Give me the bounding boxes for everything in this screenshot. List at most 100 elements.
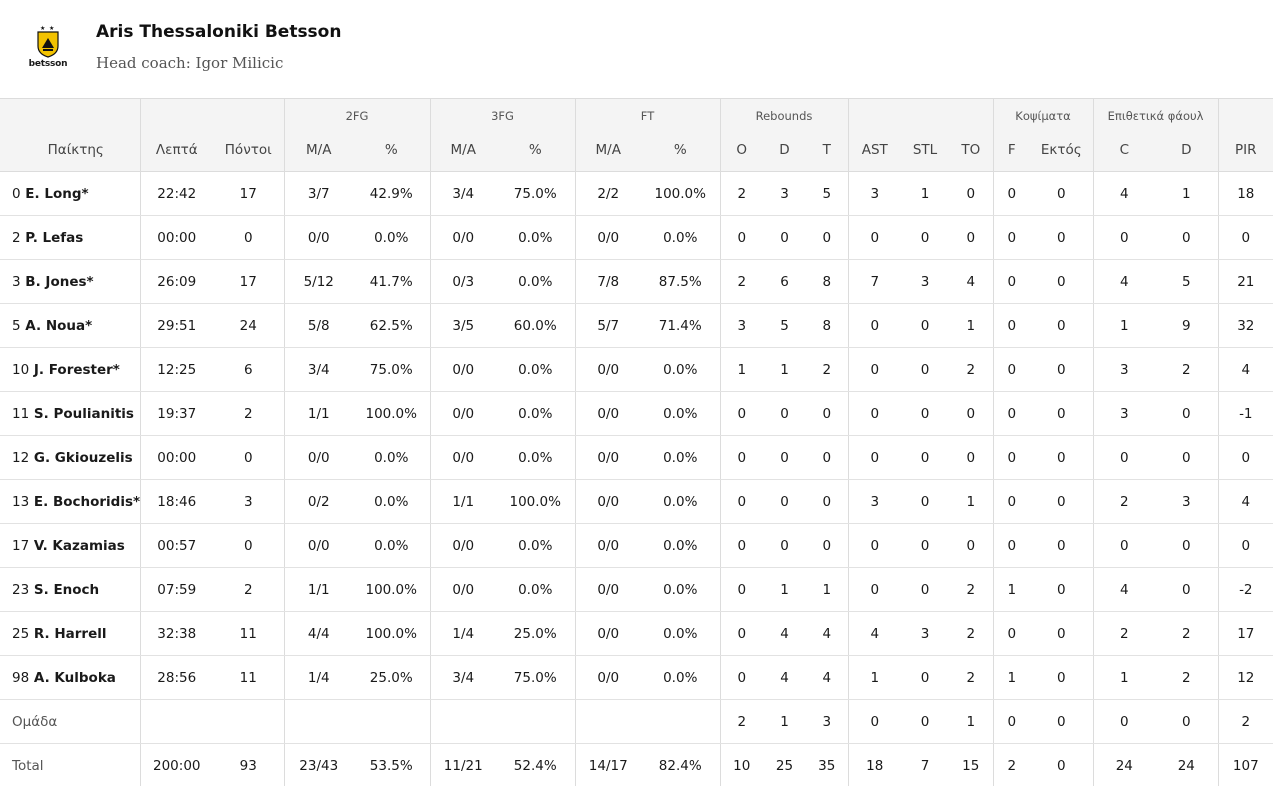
col-ft-pct: % bbox=[641, 128, 720, 172]
player-cell[interactable]: 11 S. Poulianitis bbox=[0, 391, 140, 436]
team-crest-icon: ★ ★ bbox=[37, 25, 59, 58]
stat-ba: 0 bbox=[1030, 699, 1094, 744]
stat-ft: 0/0 bbox=[574, 215, 641, 260]
stat-pir: 32 bbox=[1217, 303, 1273, 348]
player-row[interactable]: 13 E. Bochoridis* 18:46 3 0/2 0.0% 1/1 100.0% 0… bbox=[0, 479, 1273, 524]
stat-fg3p: 0.0% bbox=[496, 435, 575, 480]
player-cell[interactable]: 13 E. Bochoridis* bbox=[0, 479, 141, 524]
stat-fc: 0 bbox=[1092, 699, 1156, 744]
stat-pir: 18 bbox=[1217, 171, 1273, 216]
stat-bf: 0 bbox=[992, 303, 1031, 348]
player-name[interactable]: V. Kazamias bbox=[33, 537, 125, 554]
player-name[interactable]: E. Bochoridis* bbox=[33, 493, 141, 510]
player-cell[interactable]: 0 E. Long* bbox=[0, 171, 140, 216]
stat-fd: 0 bbox=[1155, 523, 1219, 568]
player-row[interactable]: 10 J. Forester* 12:25 6 3/4 75.0% 0/0 0.0% 0/0 0… bbox=[0, 347, 1273, 392]
stat-ftp: 0.0% bbox=[641, 347, 720, 392]
stat-fg3 bbox=[429, 699, 496, 744]
player-row[interactable]: 12 G. Gkiouzelis 00:00 0 0/0 0.0% 0/0 0.0% 0/0 0… bbox=[0, 435, 1273, 480]
stat-d: 4 bbox=[763, 611, 806, 656]
player-cell[interactable]: 12 G. Gkiouzelis bbox=[0, 435, 140, 480]
stat-fc: 1 bbox=[1092, 655, 1156, 700]
stat-fg2: 0/0 bbox=[283, 215, 353, 260]
stat-fg3: 0/0 bbox=[429, 347, 496, 392]
player-name[interactable]: P. Lefas bbox=[25, 229, 84, 246]
player-name[interactable]: J. Forester* bbox=[33, 361, 120, 378]
stat-pts: 2 bbox=[213, 391, 284, 436]
group-empty bbox=[847, 98, 994, 129]
player-name[interactable]: E. Long* bbox=[25, 185, 89, 202]
player-cell[interactable]: 23 S. Enoch bbox=[0, 567, 140, 612]
team-logo: ★ ★ betsson bbox=[24, 24, 72, 72]
stat-fc: 4 bbox=[1092, 567, 1156, 612]
stat-o: 0 bbox=[719, 655, 763, 700]
sponsor-logo-text: betsson bbox=[28, 59, 68, 69]
stat-fd: 2 bbox=[1155, 655, 1219, 700]
stat-ft: 0/0 bbox=[574, 347, 641, 392]
stat-to: 0 bbox=[949, 435, 994, 480]
stat-stl: 1 bbox=[901, 171, 950, 216]
stat-t: 3 bbox=[806, 699, 849, 744]
stat-t: 0 bbox=[806, 215, 849, 260]
player-name[interactable]: B. Jones* bbox=[25, 273, 94, 290]
stat-to: 0 bbox=[949, 523, 994, 568]
player-cell[interactable]: 5 A. Noua* bbox=[0, 303, 140, 348]
player-name[interactable]: A. Kulboka bbox=[33, 669, 116, 686]
player-number: 12 bbox=[12, 449, 30, 466]
player-row[interactable]: 98 A. Kulboka 28:56 11 1/4 25.0% 3/4 75.0% 0/0 0… bbox=[0, 655, 1273, 700]
stat-fd: 5 bbox=[1155, 259, 1219, 304]
player-row[interactable]: 2 P. Lefas 00:00 0 0/0 0.0% 0/0 0.0% 0/0 0.0% 0 0 0… bbox=[0, 215, 1273, 260]
player-name[interactable]: R. Harrell bbox=[33, 625, 107, 642]
stat-min: 32:38 bbox=[139, 611, 213, 656]
player-name[interactable]: G. Gkiouzelis bbox=[33, 449, 133, 466]
group-offensive-fouls: Επιθετικά φάουλ bbox=[1092, 98, 1219, 129]
player-cell[interactable]: 3 B. Jones* bbox=[0, 259, 140, 304]
stat-fg2p: 53.5% bbox=[369, 757, 413, 774]
stat-bf: 0 bbox=[992, 347, 1031, 392]
stat-stl: 0 bbox=[901, 523, 950, 568]
stat-bf: 2 bbox=[992, 743, 1031, 786]
player-name[interactable]: A. Noua* bbox=[25, 317, 93, 334]
col-pir: PIR bbox=[1217, 128, 1273, 172]
player-row[interactable]: 5 A. Noua* 29:51 24 5/8 62.5% 3/5 60.0% 5/7 71.4… bbox=[0, 303, 1273, 348]
player-name[interactable]: S. Poulianitis bbox=[33, 405, 134, 422]
stat-fg3p: 0.0% bbox=[496, 391, 575, 436]
stat-pir: 4 bbox=[1217, 347, 1273, 392]
stat-stl: 0 bbox=[901, 699, 950, 744]
stat-to: 0 bbox=[949, 171, 994, 216]
stat-pts bbox=[213, 699, 284, 744]
stat-min: 07:59 bbox=[139, 567, 213, 612]
stat-fg2p: 0.0% bbox=[353, 215, 430, 260]
stat-fg3p: 0.0% bbox=[496, 567, 575, 612]
col-foul-d: D bbox=[1155, 128, 1219, 172]
player-row[interactable]: 11 S. Poulianitis 19:37 2 1/1 100.0% 0/0 0.0% 0… bbox=[0, 391, 1273, 436]
player-cell[interactable]: 98 A. Kulboka bbox=[0, 655, 140, 700]
column-header-row: Παίκτης Λεπτά Πόντοι M/A % M/A % M/A % O… bbox=[0, 128, 1273, 172]
stat-o: 2 bbox=[719, 259, 763, 304]
player-row[interactable]: 0 E. Long* 22:42 17 3/7 42.9% 3/4 75.0% 2/2 100.… bbox=[0, 171, 1273, 216]
player-cell[interactable]: 10 J. Forester* bbox=[0, 347, 140, 392]
stat-ftp: 0.0% bbox=[641, 611, 720, 656]
player-number: 23 bbox=[12, 581, 30, 598]
stat-pts: 11 bbox=[213, 611, 284, 656]
stat-fg2: 5/8 bbox=[283, 303, 353, 348]
stat-ast: 0 bbox=[847, 347, 902, 392]
stat-min: 00:00 bbox=[139, 215, 213, 260]
player-row[interactable]: 25 R. Harrell 32:38 11 4/4 100.0% 1/4 25.0% 0/0… bbox=[0, 611, 1273, 656]
player-row[interactable]: 17 V. Kazamias 00:57 0 0/0 0.0% 0/0 0.0% 0/0 0.0… bbox=[0, 523, 1273, 568]
player-cell[interactable]: 2 P. Lefas bbox=[0, 215, 140, 260]
stat-pts: 93 bbox=[239, 757, 257, 774]
stat-d: 1 bbox=[763, 699, 806, 744]
stat-pts: 0 bbox=[213, 435, 284, 480]
player-row[interactable]: 3 B. Jones* 26:09 17 5/12 41.7% 0/3 0.0% 7/8 87.… bbox=[0, 259, 1273, 304]
player-cell[interactable]: 17 V. Kazamias bbox=[0, 523, 140, 568]
stat-fd: 0 bbox=[1155, 215, 1219, 260]
stat-pir: 0 bbox=[1217, 215, 1273, 260]
stat-ba: 0 bbox=[1030, 391, 1094, 436]
player-row[interactable]: 23 S. Enoch 07:59 2 1/1 100.0% 0/0 0.0% 0/0 0.0%… bbox=[0, 567, 1273, 612]
player-name[interactable]: S. Enoch bbox=[33, 581, 100, 598]
player-cell[interactable]: 25 R. Harrell bbox=[0, 611, 140, 656]
stat-fc: 0 bbox=[1092, 435, 1156, 480]
col-points: Πόντοι bbox=[213, 128, 284, 172]
team-row: Ομάδα 2 1 3 0 0 1 0 0 0 0 2 bbox=[0, 699, 1273, 744]
